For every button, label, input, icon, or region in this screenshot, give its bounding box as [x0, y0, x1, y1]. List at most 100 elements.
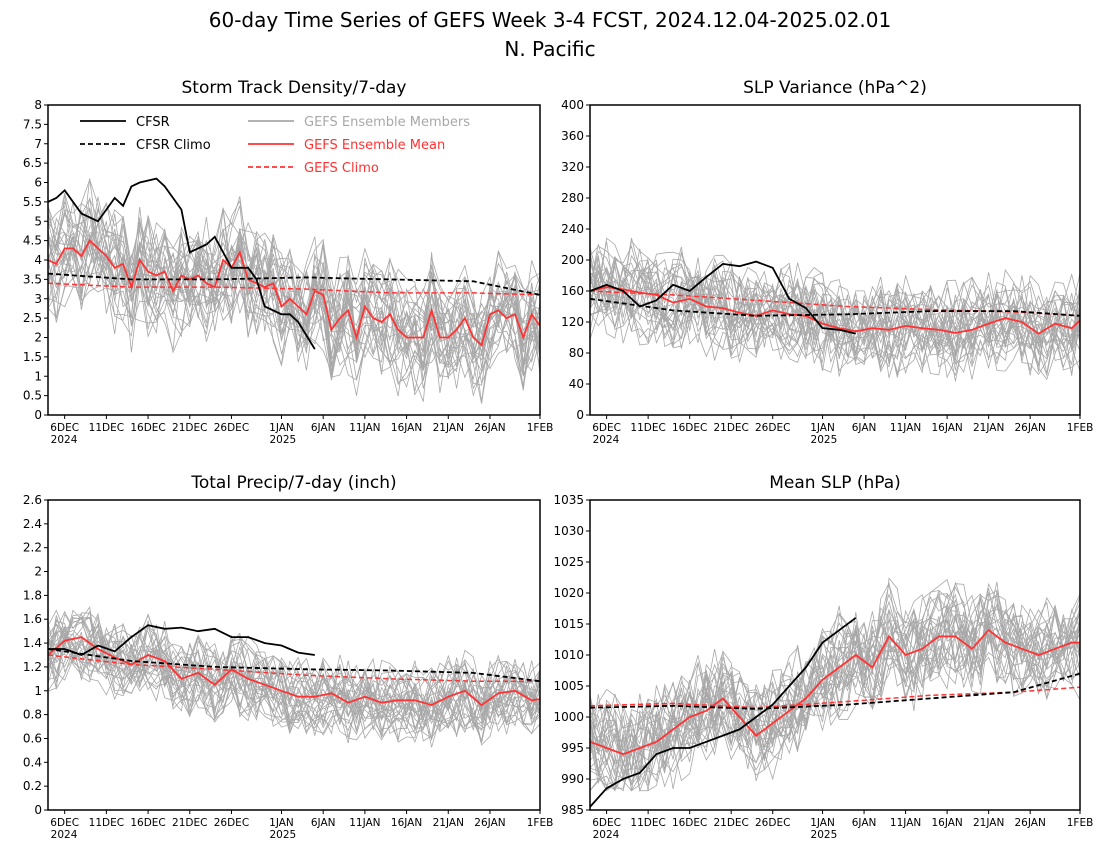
x-tick-label: 26JAN [474, 422, 505, 434]
y-tick-label: 7 [34, 137, 42, 151]
x-tick-label: 21DEC [172, 817, 207, 829]
x-tick-label: 1FEB [1067, 817, 1094, 829]
x-tick-year-label: 2025 [811, 434, 838, 446]
y-tick-label: 0.5 [23, 389, 42, 403]
x-tick-label: 26DEC [214, 422, 249, 434]
x-tick-label: 6JAN [852, 422, 877, 434]
y-tick-label: 1000 [553, 710, 584, 724]
ensemble-member-line [590, 627, 1080, 792]
chart-title: SLP Variance (hPa^2) [743, 78, 927, 98]
ensemble-member-line [590, 625, 1080, 792]
x-tick-year-label: 2024 [51, 434, 78, 446]
ensemble-member-line [590, 615, 1080, 791]
x-tick-label: 21DEC [713, 422, 748, 434]
ensemble-member-line [590, 609, 1080, 782]
x-tick-label: 16DEC [672, 817, 707, 829]
ensemble-member-line [48, 249, 540, 402]
x-tick-label: 21JAN [973, 817, 1004, 829]
ensemble-member-line [48, 610, 540, 708]
x-tick-label: 1FEB [527, 817, 554, 829]
y-tick-label: 2.4 [23, 517, 42, 531]
y-tick-label: 0.2 [23, 779, 42, 793]
ensemble-member-line [48, 197, 540, 347]
ensemble-member-line [590, 254, 1080, 356]
y-tick-label: 3 [34, 292, 42, 306]
ensemble-member-line [590, 280, 1080, 379]
ensemble-member-line [48, 254, 540, 402]
y-tick-label: 2 [34, 565, 42, 579]
legend-gefs-climo-label: GEFS Climo [304, 161, 379, 176]
x-tick-year-label: 2024 [593, 434, 620, 446]
legend-members-label: GEFS Ensemble Members [304, 115, 470, 130]
x-tick-label: 1FEB [1067, 422, 1094, 434]
y-tick-label: 240 [561, 222, 584, 236]
y-tick-label: 1020 [553, 586, 584, 600]
y-tick-label: 320 [561, 160, 584, 174]
x-tick-label: 21DEC [713, 817, 748, 829]
x-tick-label: 26DEC [755, 422, 790, 434]
x-tick-label: 21JAN [433, 817, 464, 829]
y-tick-label: 160 [561, 284, 584, 298]
x-tick-label: 11DEC [630, 422, 665, 434]
x-tick-year-label: 2025 [269, 829, 296, 841]
x-tick-label: 11JAN [349, 817, 380, 829]
ensemble-member-line [590, 577, 1080, 744]
y-tick-label: 1.4 [23, 636, 42, 650]
ensemble-member-line [590, 610, 1080, 785]
y-tick-label: 1.6 [23, 612, 42, 626]
y-tick-label: 1 [34, 369, 42, 383]
chart-panel-4: Mean SLP (hPa) 985 990 995 1000 1005 1010 1015 1… [553, 473, 1093, 841]
y-tick-label: 5 [34, 214, 42, 228]
y-tick-label: 2.6 [23, 493, 42, 507]
chart-title: Total Precip/7-day (inch) [190, 473, 396, 493]
ensemble-member-line [48, 640, 540, 739]
y-tick-label: 0 [34, 408, 42, 422]
legend-cfsr-climo-label: CFSR Climo [136, 138, 211, 153]
x-tick-label: 16JAN [931, 817, 962, 829]
ensemble-member-line [590, 254, 1080, 349]
y-tick-label: 1030 [553, 524, 584, 538]
y-tick-label: 7.5 [23, 117, 42, 131]
y-tick-label: 1015 [553, 617, 584, 631]
y-tick-label: 400 [561, 98, 584, 112]
y-tick-label: 40 [569, 377, 584, 391]
y-tick-label: 1010 [553, 648, 584, 662]
figure-subtitle: N. Pacific [504, 37, 595, 61]
x-tick-label: 26JAN [1015, 817, 1046, 829]
x-tick-label: 21DEC [172, 422, 207, 434]
ensemble-member-line [48, 632, 540, 736]
legend-cfsr-label: CFSR [136, 115, 170, 130]
ensemble-member-line [590, 621, 1080, 791]
y-tick-label: 6 [34, 176, 42, 190]
y-tick-label: 280 [561, 191, 584, 205]
y-tick-label: 1025 [553, 555, 584, 569]
x-tick-label: 6DEC [592, 817, 621, 829]
x-tick-label: 16JAN [391, 817, 422, 829]
x-tick-label: 1JAN [269, 817, 294, 829]
y-tick-label: 990 [561, 772, 584, 786]
ensemble-member-line [48, 649, 540, 743]
x-tick-label: 11DEC [89, 422, 124, 434]
x-tick-year-label: 2024 [593, 829, 620, 841]
ensemble-member-line [48, 631, 540, 732]
y-tick-label: 0 [576, 408, 584, 422]
x-tick-label: 16DEC [672, 422, 707, 434]
plot-area [48, 606, 540, 748]
x-tick-label: 11JAN [890, 817, 921, 829]
ensemble-member-line [48, 233, 540, 381]
ensemble-member-line [590, 260, 1080, 360]
x-tick-label: 6JAN [311, 422, 336, 434]
ensemble-member-line [590, 630, 1080, 792]
x-tick-label: 6JAN [311, 817, 336, 829]
y-tick-label: 0.8 [23, 708, 42, 722]
y-tick-label: 3.5 [23, 272, 42, 286]
x-tick-label: 26DEC [755, 817, 790, 829]
plot-area [590, 577, 1080, 808]
figure-title: 60-day Time Series of GEFS Week 3-4 FCST… [209, 8, 891, 32]
ensemble-member-line [590, 594, 1080, 779]
y-tick-label: 2 [34, 331, 42, 345]
ensemble-member-line [48, 615, 540, 718]
y-tick-label: 4 [34, 253, 42, 267]
ensemble-members [590, 577, 1080, 793]
x-tick-label: 16JAN [391, 422, 422, 434]
